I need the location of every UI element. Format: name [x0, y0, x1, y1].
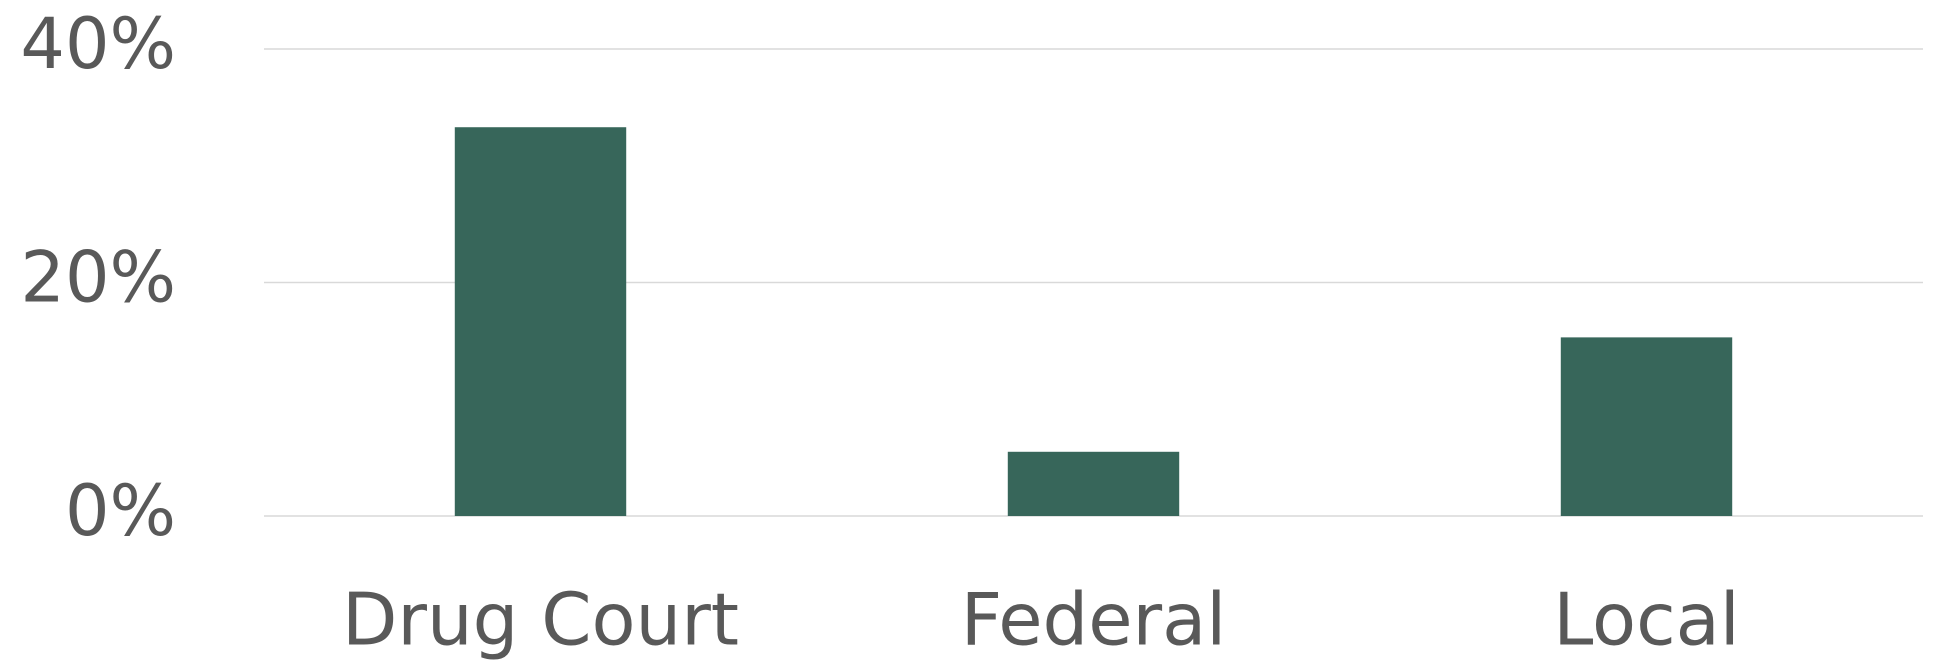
x-tick-label: Drug Court	[342, 578, 739, 662]
y-tick-label: 20%	[20, 237, 176, 319]
x-tick-label: Local	[1553, 578, 1740, 662]
bar	[1007, 451, 1180, 516]
bar	[454, 127, 627, 516]
x-tick-label: Federal	[961, 578, 1227, 662]
y-tick-label: 0%	[65, 470, 176, 552]
bar	[1560, 337, 1733, 516]
y-tick-label: 40%	[20, 3, 176, 85]
